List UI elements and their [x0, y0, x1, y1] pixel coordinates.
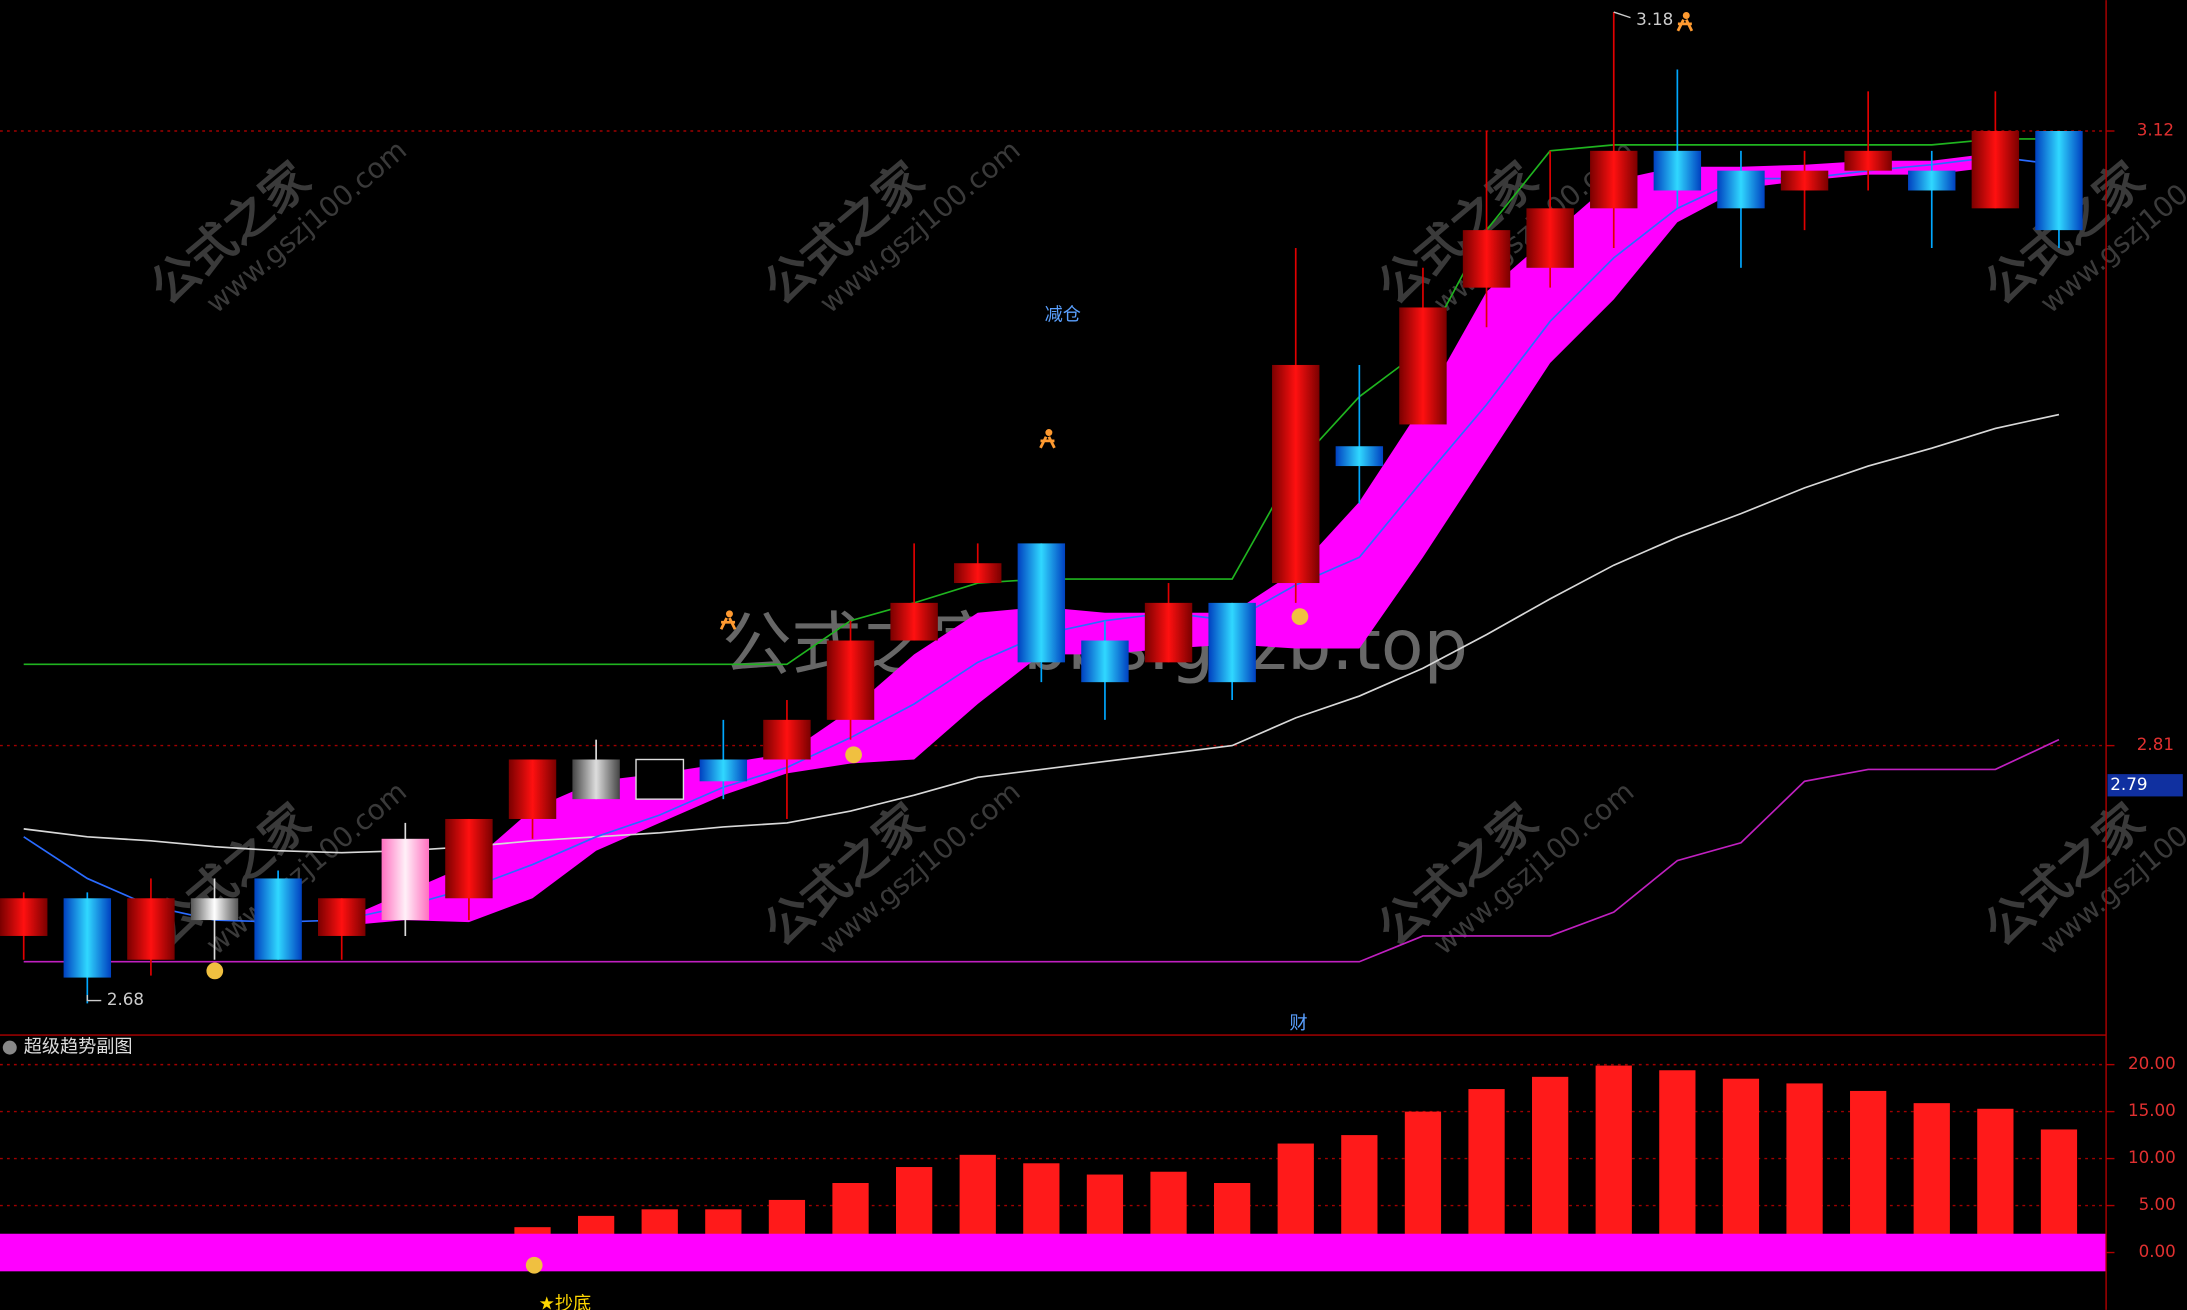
last-value-box: [2107, 774, 2183, 797]
annotation: 减仓: [1045, 304, 1081, 325]
y-tick-label: 2.81: [2137, 734, 2174, 754]
bar: [1404, 1111, 1442, 1253]
bar: [1468, 1089, 1505, 1253]
candle-body: [190, 898, 239, 921]
candle-body: [1526, 208, 1574, 268]
candle-body: [2035, 131, 2083, 231]
candle-body: [1081, 640, 1129, 683]
y-tick-label: 3.12: [2137, 120, 2174, 140]
candle-body: [890, 602, 938, 641]
candle-body: [1780, 170, 1829, 191]
candle-body: [508, 759, 557, 819]
candle-body: [1844, 150, 1892, 171]
low-arrow: [86, 994, 102, 1002]
candle-body: [1590, 150, 1638, 209]
bar: [1722, 1078, 1760, 1253]
bar: [1341, 1135, 1378, 1253]
bar: [1977, 1108, 2014, 1253]
y-tick-label: 15.00: [2128, 1100, 2176, 1120]
candle-body: [254, 878, 302, 960]
y-tick-label: 10.00: [2128, 1147, 2176, 1167]
indicator-line: [23, 738, 2060, 963]
candle-body: [1272, 364, 1320, 584]
y-tick-label: 20.00: [2128, 1053, 2176, 1073]
candle-body: [0, 898, 48, 936]
bar: [1659, 1070, 1696, 1253]
candle-body: [1208, 602, 1256, 683]
candle-body: [381, 838, 430, 921]
high-arrow: [1613, 11, 1631, 19]
candle-body: [318, 898, 366, 936]
bar: [2040, 1129, 2078, 1253]
y-tick-label: 5.00: [2139, 1194, 2176, 1214]
bar: [1786, 1083, 1823, 1253]
bar: [1850, 1090, 1887, 1253]
bar: [1913, 1103, 1950, 1253]
candle-body: [445, 818, 493, 899]
annotation: 财: [1289, 1013, 1307, 1034]
zero-band: [0, 1233, 2107, 1272]
candle-body: [1017, 543, 1066, 663]
candle-body: [572, 759, 620, 800]
bar: [1532, 1076, 1569, 1253]
signal-icons: [206, 12, 1694, 1274]
candle-body: [826, 640, 875, 720]
candle-body: [763, 719, 811, 760]
candle-body: [1399, 307, 1447, 425]
candle-body: [1335, 446, 1384, 467]
candle-body: [635, 758, 685, 800]
candle-body: [63, 898, 112, 978]
candle-body: [127, 898, 175, 960]
candle-body: [1144, 602, 1193, 663]
candle-body: [1908, 170, 1956, 191]
band: [341, 152, 1996, 927]
main-panel: 2.81 3.12 3.18 2.68 2.79: [0, 9, 2183, 1009]
candle-body: [1971, 131, 2020, 209]
bar: [1595, 1065, 1632, 1253]
indicator-line: [23, 413, 2060, 854]
candle-body: [1717, 170, 1765, 209]
sub-panel: 0.00 5.00 10.00 15.00 20.00: [0, 1053, 2176, 1272]
high-label: 3.18: [1636, 9, 1673, 29]
y-tick-label: 0.00: [2139, 1241, 2176, 1261]
candle-body: [954, 563, 1002, 584]
low-label: 2.68: [107, 989, 144, 1009]
candle-body: [1462, 230, 1511, 288]
candle-body: [1653, 150, 1702, 191]
last-value: 2.79: [2110, 774, 2147, 794]
collapse-icon[interactable]: [2, 1040, 17, 1055]
sub-title: 超级趋势副图: [24, 1037, 133, 1058]
candle-body: [699, 759, 748, 782]
annotation: ★抄底: [539, 1293, 592, 1310]
